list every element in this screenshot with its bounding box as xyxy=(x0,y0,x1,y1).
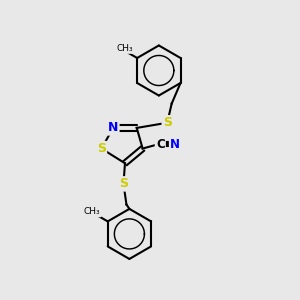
Text: CH₃: CH₃ xyxy=(84,207,101,216)
Text: S: S xyxy=(163,116,172,129)
Text: N: N xyxy=(170,138,180,151)
Text: S: S xyxy=(97,142,106,155)
Text: N: N xyxy=(108,122,119,134)
Text: S: S xyxy=(119,177,128,190)
Text: CH₃: CH₃ xyxy=(116,44,133,53)
Text: C: C xyxy=(156,138,165,151)
